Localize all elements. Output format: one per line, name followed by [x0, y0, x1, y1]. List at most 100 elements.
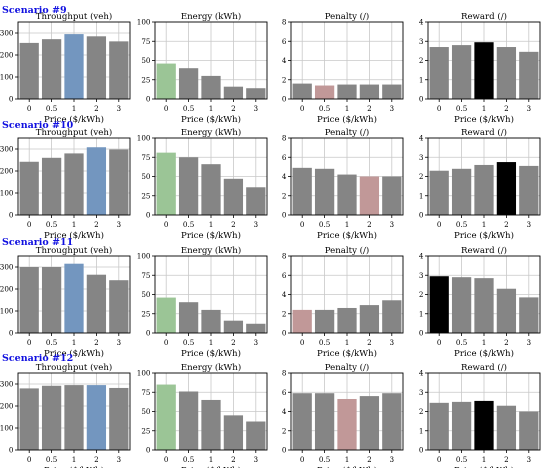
- bar: [382, 393, 402, 450]
- x-tick-label: 3: [527, 220, 532, 229]
- y-tick-label: 0: [9, 329, 14, 338]
- y-tick-label: 25: [141, 309, 151, 318]
- bar: [201, 75, 221, 99]
- y-tick-label: 200: [0, 51, 14, 60]
- y-tick-label: 50: [141, 172, 151, 181]
- x-tick-label: 3: [117, 220, 122, 229]
- bar: [19, 161, 39, 215]
- bar: [246, 88, 266, 99]
- y-tick-label: 4: [282, 407, 287, 416]
- bar: [496, 47, 517, 99]
- y-tick-label: 2: [282, 426, 287, 435]
- y-tick-label: 25: [141, 191, 151, 200]
- bar: [201, 399, 221, 450]
- x-tick-label: 2: [367, 338, 372, 347]
- x-tick-label: 1: [209, 338, 214, 347]
- x-tick-label: 3: [527, 338, 532, 347]
- bar-panel: 0 100 200 300 0 0.5 1 2 3 Throughput (veh) Price (…: [0, 362, 131, 468]
- x-tick-label: 3: [117, 104, 122, 113]
- x-axis-label: Price ($/kWh): [181, 348, 241, 359]
- y-tick-label: 6: [282, 153, 287, 162]
- x-tick-label: 0.5: [46, 338, 58, 347]
- y-tick-label: 25: [141, 426, 151, 435]
- y-tick-label: 100: [0, 73, 14, 82]
- x-tick-label: 0: [164, 455, 169, 464]
- bar: [64, 153, 84, 215]
- bar: [359, 305, 380, 333]
- x-axis-label: Price ($/kWh): [317, 348, 377, 359]
- scenario-label: Scenario #9: [2, 5, 67, 16]
- bar: [223, 86, 244, 99]
- x-tick-label: 3: [254, 455, 259, 464]
- panel-title: Penalty (/): [325, 362, 370, 373]
- y-tick-label: 75: [141, 388, 151, 397]
- x-tick-label: 0: [437, 104, 442, 113]
- y-tick-label: 0: [282, 211, 287, 220]
- x-tick-label: 1: [209, 455, 214, 464]
- x-axis-label: Price ($/kWh): [44, 465, 104, 468]
- bar: [382, 176, 402, 215]
- y-tick-label: 300: [0, 145, 14, 154]
- y-tick-label: 4: [419, 369, 424, 378]
- y-tick-label: 2: [419, 172, 424, 181]
- y-tick-label: 2: [419, 290, 424, 299]
- panel-title: Penalty (/): [325, 127, 370, 138]
- y-tick-label: 2: [282, 75, 287, 84]
- bar-panel: 0 25 50 75 100 0 0.5 1 2 3 Energy (kWh) Price ($/kW…: [137, 127, 268, 241]
- x-tick-label: 3: [117, 455, 122, 464]
- bar: [474, 42, 494, 99]
- bar: [19, 388, 39, 450]
- bar-panel: 0 1 2 3 4 0 0.5 1 2 3 Reward (/) Price ($/kWh): [419, 11, 541, 125]
- x-tick-label: 3: [527, 455, 532, 464]
- bar: [429, 170, 449, 215]
- panel-title: Reward (/): [461, 127, 507, 138]
- bar: [64, 385, 84, 450]
- x-tick-label: 3: [390, 220, 395, 229]
- bar: [359, 176, 380, 215]
- y-tick-label: 3: [419, 153, 424, 162]
- x-tick-label: 1: [345, 220, 350, 229]
- y-tick-label: 0: [146, 95, 151, 104]
- panel-title: Reward (/): [461, 245, 507, 256]
- bar: [223, 415, 244, 450]
- y-tick-label: 4: [419, 252, 424, 261]
- bar: [314, 393, 335, 450]
- bar: [19, 42, 39, 99]
- x-tick-label: 3: [254, 338, 259, 347]
- bar: [451, 168, 472, 215]
- bar: [337, 398, 357, 450]
- y-tick-label: 100: [0, 189, 14, 198]
- y-tick-label: 8: [282, 18, 287, 27]
- bar: [314, 168, 335, 215]
- bar: [109, 387, 129, 450]
- y-tick-label: 100: [137, 252, 151, 261]
- bar: [41, 157, 62, 215]
- y-tick-label: 3: [419, 271, 424, 280]
- x-tick-label: 0.5: [46, 455, 58, 464]
- x-tick-label: 3: [254, 220, 259, 229]
- x-axis-label: Price ($/kWh): [317, 114, 377, 125]
- x-tick-label: 2: [367, 455, 372, 464]
- x-axis-label: Price ($/kWh): [181, 114, 241, 125]
- bar: [429, 402, 449, 450]
- y-tick-label: 6: [282, 271, 287, 280]
- x-tick-label: 2: [504, 104, 509, 113]
- bar: [41, 385, 62, 450]
- bar-panel: 0 100 200 300 0 0.5 1 2 3 Throughput (veh) Price (…: [0, 127, 131, 241]
- y-tick-label: 0: [9, 95, 14, 104]
- bar: [382, 84, 402, 99]
- y-tick-label: 2: [282, 309, 287, 318]
- y-tick-label: 1: [419, 309, 424, 318]
- bar: [178, 68, 199, 99]
- x-tick-label: 1: [345, 455, 350, 464]
- x-tick-label: 0: [300, 220, 305, 229]
- bar: [86, 36, 107, 99]
- x-axis-label: Price ($/kWh): [317, 465, 377, 468]
- y-tick-label: 2: [419, 56, 424, 65]
- x-tick-label: 2: [231, 338, 236, 347]
- y-tick-label: 0: [419, 329, 424, 338]
- bar: [109, 280, 129, 333]
